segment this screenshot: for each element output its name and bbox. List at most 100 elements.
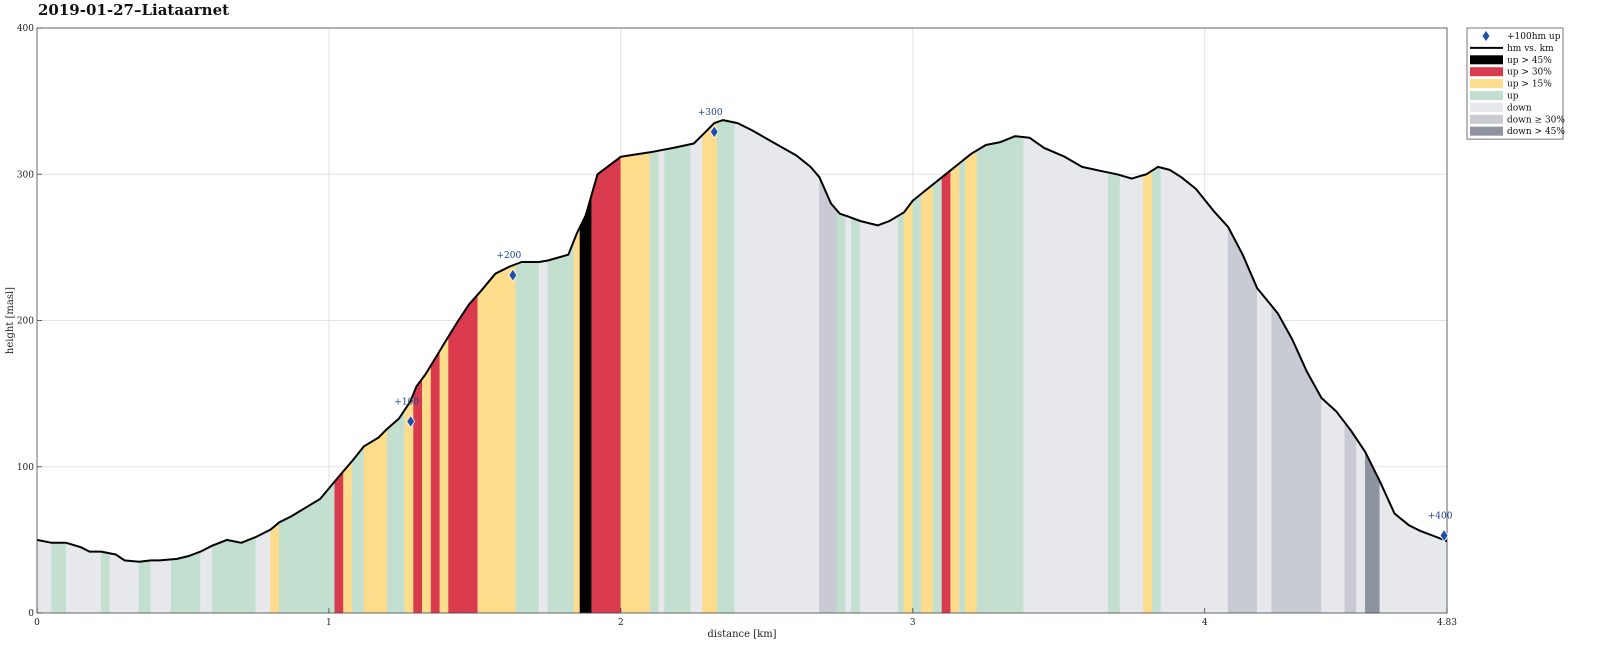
x-tick-label: 0	[34, 618, 40, 628]
legend-entry: up > 45%	[1507, 56, 1552, 66]
slope-segment	[964, 149, 978, 614]
hm-marker-label: +400	[1428, 511, 1453, 521]
legend-marker	[1482, 31, 1490, 41]
legend-entry: down	[1507, 103, 1532, 113]
slope-segment	[1119, 174, 1144, 614]
slope-segment	[819, 177, 838, 614]
slope-segment	[171, 551, 201, 614]
slope-segment	[845, 215, 852, 614]
slope-segment	[620, 151, 651, 614]
hm-marker-label: +200	[496, 251, 521, 261]
legend-swatch	[1470, 67, 1503, 77]
x-tick-label: 3	[910, 618, 916, 628]
legend-swatch	[1470, 102, 1503, 112]
hm-marker	[508, 268, 518, 282]
slope-segment	[959, 157, 966, 614]
slope-segment	[1023, 136, 1109, 614]
slope-segment	[1227, 226, 1258, 614]
slope-segment	[334, 470, 344, 614]
slope-segment	[579, 194, 593, 614]
slope-segment	[941, 169, 952, 614]
hm-marker-label: +100	[394, 397, 419, 407]
slope-segment	[138, 560, 152, 614]
slope-segment	[921, 183, 934, 614]
legend-entry: down > 45%	[1507, 127, 1565, 137]
slope-segment	[65, 542, 102, 614]
slope-segment	[573, 226, 581, 614]
slope-segment	[515, 261, 540, 614]
slope-segment	[903, 199, 914, 614]
legend: +100hm up hm vs. km up > 45% up > 30% up > 1…	[1466, 27, 1565, 140]
x-tick-label: 2	[618, 618, 624, 628]
slope-segment	[404, 393, 414, 614]
x-tick-label: 1	[326, 618, 332, 628]
slope-segment	[836, 209, 846, 614]
slope-segment	[649, 150, 660, 614]
slope-segment	[351, 445, 365, 614]
slope-segment	[430, 349, 441, 614]
slope-segment	[591, 156, 622, 614]
slope-segment	[386, 408, 406, 614]
slope-segment	[716, 119, 736, 614]
slope-segment	[734, 122, 820, 614]
x-axis-label: distance [km]	[707, 629, 776, 640]
y-tick-label: 100	[17, 463, 34, 473]
slope-segment	[1143, 170, 1153, 614]
slope-segments	[36, 119, 1448, 614]
profile-line	[36, 119, 1448, 563]
slope-segment	[1151, 166, 1162, 614]
slope-segment	[343, 460, 353, 614]
slope-segment	[658, 149, 665, 614]
slope-segment	[150, 559, 172, 614]
slope-segment	[211, 536, 257, 614]
legend-swatch	[1470, 55, 1503, 65]
hm-marker	[406, 414, 416, 429]
slope-segment	[912, 192, 922, 614]
hm-marker	[1439, 528, 1449, 543]
legend-entry: up > 15%	[1507, 80, 1552, 90]
slope-segment	[100, 551, 111, 614]
chart-title: 2019-01-27–Liataarnet	[38, 1, 230, 19]
slope-segment	[421, 364, 432, 614]
slope-segment	[36, 539, 52, 614]
legend-swatch	[1470, 79, 1503, 89]
slope-segment	[702, 121, 718, 614]
slope-segment	[1160, 167, 1229, 614]
legend-entry: hm vs. km	[1507, 44, 1554, 54]
slope-segment	[413, 377, 423, 614]
slope-segment	[690, 134, 703, 614]
slope-segment	[1344, 421, 1357, 614]
y-tick-label: 300	[17, 170, 34, 180]
y-axis-label: height [masl]	[5, 287, 16, 354]
slope-segment	[664, 143, 692, 614]
slope-segment	[859, 215, 899, 614]
legend-swatch	[1470, 114, 1503, 124]
slope-segment	[932, 176, 943, 614]
slope-segment	[851, 217, 861, 614]
hm-marker-label: +300	[698, 108, 723, 118]
y-tick-label: 0	[28, 609, 34, 619]
x-tick-label: 4.83	[1437, 618, 1457, 628]
slope-segment	[547, 239, 575, 614]
legend-entry: up > 30%	[1507, 68, 1552, 78]
slope-segment	[1108, 172, 1121, 614]
y-tick-label: 400	[17, 24, 34, 34]
slope-segment	[538, 260, 549, 614]
x-tick-label: 4	[1202, 618, 1208, 628]
slope-segment	[1356, 438, 1366, 614]
legend-entry: up	[1507, 92, 1519, 102]
slope-segment	[950, 162, 960, 614]
hm-marker	[709, 125, 719, 139]
slope-segment	[1256, 287, 1273, 614]
legend-entry: +100hm up	[1507, 32, 1561, 42]
slope-segment	[270, 521, 280, 614]
slope-segment	[200, 545, 213, 614]
y-tick-label: 200	[17, 317, 34, 327]
slope-segment	[439, 335, 449, 614]
slope-segment	[448, 293, 479, 614]
slope-segment	[1321, 397, 1346, 614]
legend-swatch	[1470, 126, 1503, 136]
slope-segment	[477, 263, 517, 614]
slope-segment	[897, 211, 905, 614]
